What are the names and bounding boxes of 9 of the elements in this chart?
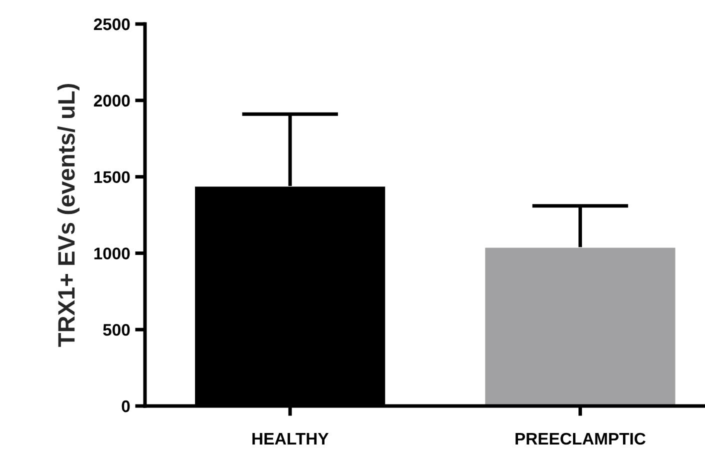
y-tick-label: 1500 — [94, 171, 130, 184]
y-tick-label: 500 — [103, 324, 130, 336]
y-axis-title: TRX1+ EVs (events/ uL) — [57, 84, 80, 347]
x-tick-label: HEALTHY — [252, 433, 329, 444]
y-tick-label: 1000 — [94, 248, 130, 260]
y-tick-label: 0 — [122, 400, 130, 412]
x-tick-label: PREECLAMPTIC — [516, 432, 646, 445]
y-tick-label: 2500 — [94, 18, 130, 30]
y-tick-label: 2000 — [94, 94, 130, 107]
